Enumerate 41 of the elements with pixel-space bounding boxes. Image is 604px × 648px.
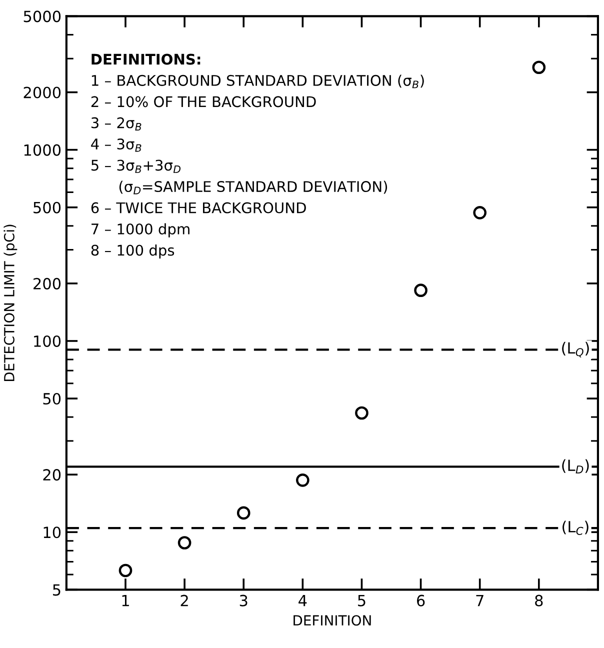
annotation: 8 – 100 dps <box>91 244 174 259</box>
y-tick-label: 2000 <box>24 86 61 98</box>
x-tick-label: 5 <box>358 595 366 606</box>
x-tick-label: 4 <box>298 595 307 606</box>
ref-line-label: (L$_{Q}$) <box>562 342 589 358</box>
annotation: 5 – 3σ$_{B}$+3σ$_{D}$ <box>91 160 181 173</box>
annotation: 1 – BACKGROUND STANDARD DEVIATION (σ$_{B}$) <box>92 74 424 88</box>
x-axis-title: DEFINITION <box>294 615 371 626</box>
annotation: 4 – 3σ$_{B}$ <box>91 138 142 152</box>
ref-line-label: (L$_{C}$) <box>562 520 588 535</box>
annotation: DEFINITIONS: <box>92 54 200 65</box>
y-tick-label: 10 <box>44 526 61 538</box>
annotation: (σ$_{D}$=SAMPLE STANDARD DEVIATION) <box>119 180 388 194</box>
x-tick-label: 3 <box>240 594 248 606</box>
x-tick-label: 1 <box>122 595 129 606</box>
y-tick-label: 20 <box>43 469 61 481</box>
y-tick-label: 50 <box>43 392 61 405</box>
annotation: 7 – 1000 dpm <box>92 223 190 238</box>
y-tick-label: 5 <box>53 584 60 596</box>
point <box>473 206 487 220</box>
annotation: 3 – 2σ$_{B}$ <box>91 117 142 130</box>
y-tick-label: 1000 <box>24 144 61 156</box>
point <box>296 474 310 487</box>
point <box>414 284 428 298</box>
x-tick-label: 8 <box>535 594 543 606</box>
y-tick-label: 500 <box>34 202 61 214</box>
annotation: 2 – 10% OF THE BACKGROUND <box>91 96 316 108</box>
ref-line-label: (L$_{D}$) <box>562 459 589 474</box>
y-tick-label: 100 <box>34 335 61 347</box>
y-tick-label: 5000 <box>24 10 61 22</box>
x-tick-label: 6 <box>416 594 425 606</box>
point <box>355 406 368 420</box>
annotation: 6 – TWICE THE BACKGROUND <box>91 202 306 214</box>
x-tick-label: 7 <box>476 595 484 606</box>
point <box>236 506 250 520</box>
x-tick-label: 2 <box>180 594 188 606</box>
point <box>532 60 546 74</box>
point <box>178 536 192 550</box>
point <box>118 564 132 578</box>
y-tick-label: 200 <box>34 278 61 290</box>
y-axis-title: DETECTION LIMIT (pCi) <box>4 224 18 381</box>
